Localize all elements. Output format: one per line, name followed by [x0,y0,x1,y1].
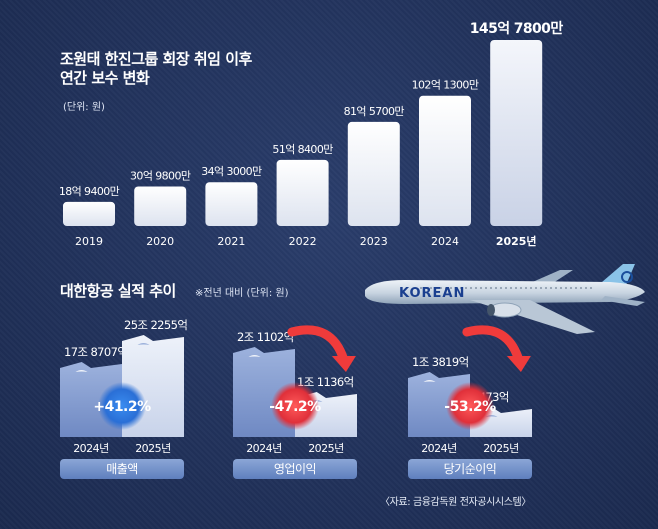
logo-mark-icon [423,380,436,382]
salary-bar [347,121,400,226]
performance-year-tick: 2024년 [246,442,282,455]
performance-mini-charts: 17조 8707억 2024년 25조 2255억 2025년 +41.2% 2조 110… [60,318,532,455]
performance-title: 대한항공 실적 추이 [60,282,176,300]
change-percent: -53.2% [444,399,496,415]
salary-value-label: 51억 8400만 [272,143,333,156]
salary-chart-unit: (단위: 원) [63,102,105,113]
salary-year-tick: 2021 [217,235,245,248]
change-percent: -47.2% [269,399,321,415]
performance-year-tick: 2024년 [421,442,457,455]
decline-arrow-icon [462,325,524,365]
category-revenue: 매출액 [60,459,184,479]
airplane-illustration: KOREAN [365,264,645,334]
salary-year-tick: 2019 [75,235,103,248]
logo-mark-icon [75,370,88,372]
change-badge [446,382,494,430]
salary-bar [419,95,471,226]
decline-arrow-icon [287,325,349,365]
salary-bar [63,201,115,226]
decline-arrow-head-icon [331,356,356,372]
performance-year-tick: 2025년 [483,442,519,455]
performance-year-tick: 2024년 [73,442,109,455]
salary-value-label: 145억 7800만 [470,21,564,37]
performance-note: ※전년 대비 (단위: 원) [195,288,289,299]
change-badge [271,382,319,430]
salary-value-label: 34억 3000만 [201,165,262,178]
svg-text:KOREAN: KOREAN [399,286,465,301]
salary-year-tick: 2022 [289,235,317,248]
salary-bar [490,40,543,226]
salary-chart-title-line1: 조원태 한진그룹 회장 취임 이후 [60,50,252,68]
change-badge [98,382,146,430]
salary-value-label: 81억 5700만 [344,105,405,118]
salary-year-tick: 2025년 [496,234,537,248]
salary-bar [276,159,329,226]
category-operating-profit: 영업이익 [233,459,357,479]
salary-bar-chart: 18억 9400만 30억 9800만 34억 3000만 51억 8400만 81억 … [59,21,564,248]
performance-value-label: 17조 8707억 [64,345,127,359]
performance-value-label: 2조 1102억 [237,330,294,344]
performance-value-label: 1조 1136억 [297,375,354,389]
decline-arrow-head-icon [506,356,531,372]
logo-mark-icon [137,343,150,345]
change-percent: +41.2% [93,399,151,415]
salary-value-label: 30억 9800만 [130,169,191,182]
salary-value-label: 18억 9400만 [59,185,120,198]
performance-value-label: 25조 2255억 [124,318,187,332]
salary-value-label: 102억 1300만 [412,79,479,92]
performance-value-label: 1조 3819억 [412,355,469,369]
salary-chart-title-line2: 연간 보수 변화 [60,69,150,87]
logo-mark-icon [248,355,261,357]
performance-year-tick: 2025년 [135,442,171,455]
performance-year-tick: 2025년 [308,442,344,455]
salary-bar [134,186,187,226]
salary-year-tick: 2023 [360,235,388,248]
salary-bar [205,182,258,226]
salary-year-tick: 2024 [431,235,459,248]
salary-year-tick: 2020 [146,235,174,248]
source-note: 〈자료: 금융감독원 전자공시시스템〉 [380,497,531,508]
category-net-income: 당기순이익 [408,459,532,479]
